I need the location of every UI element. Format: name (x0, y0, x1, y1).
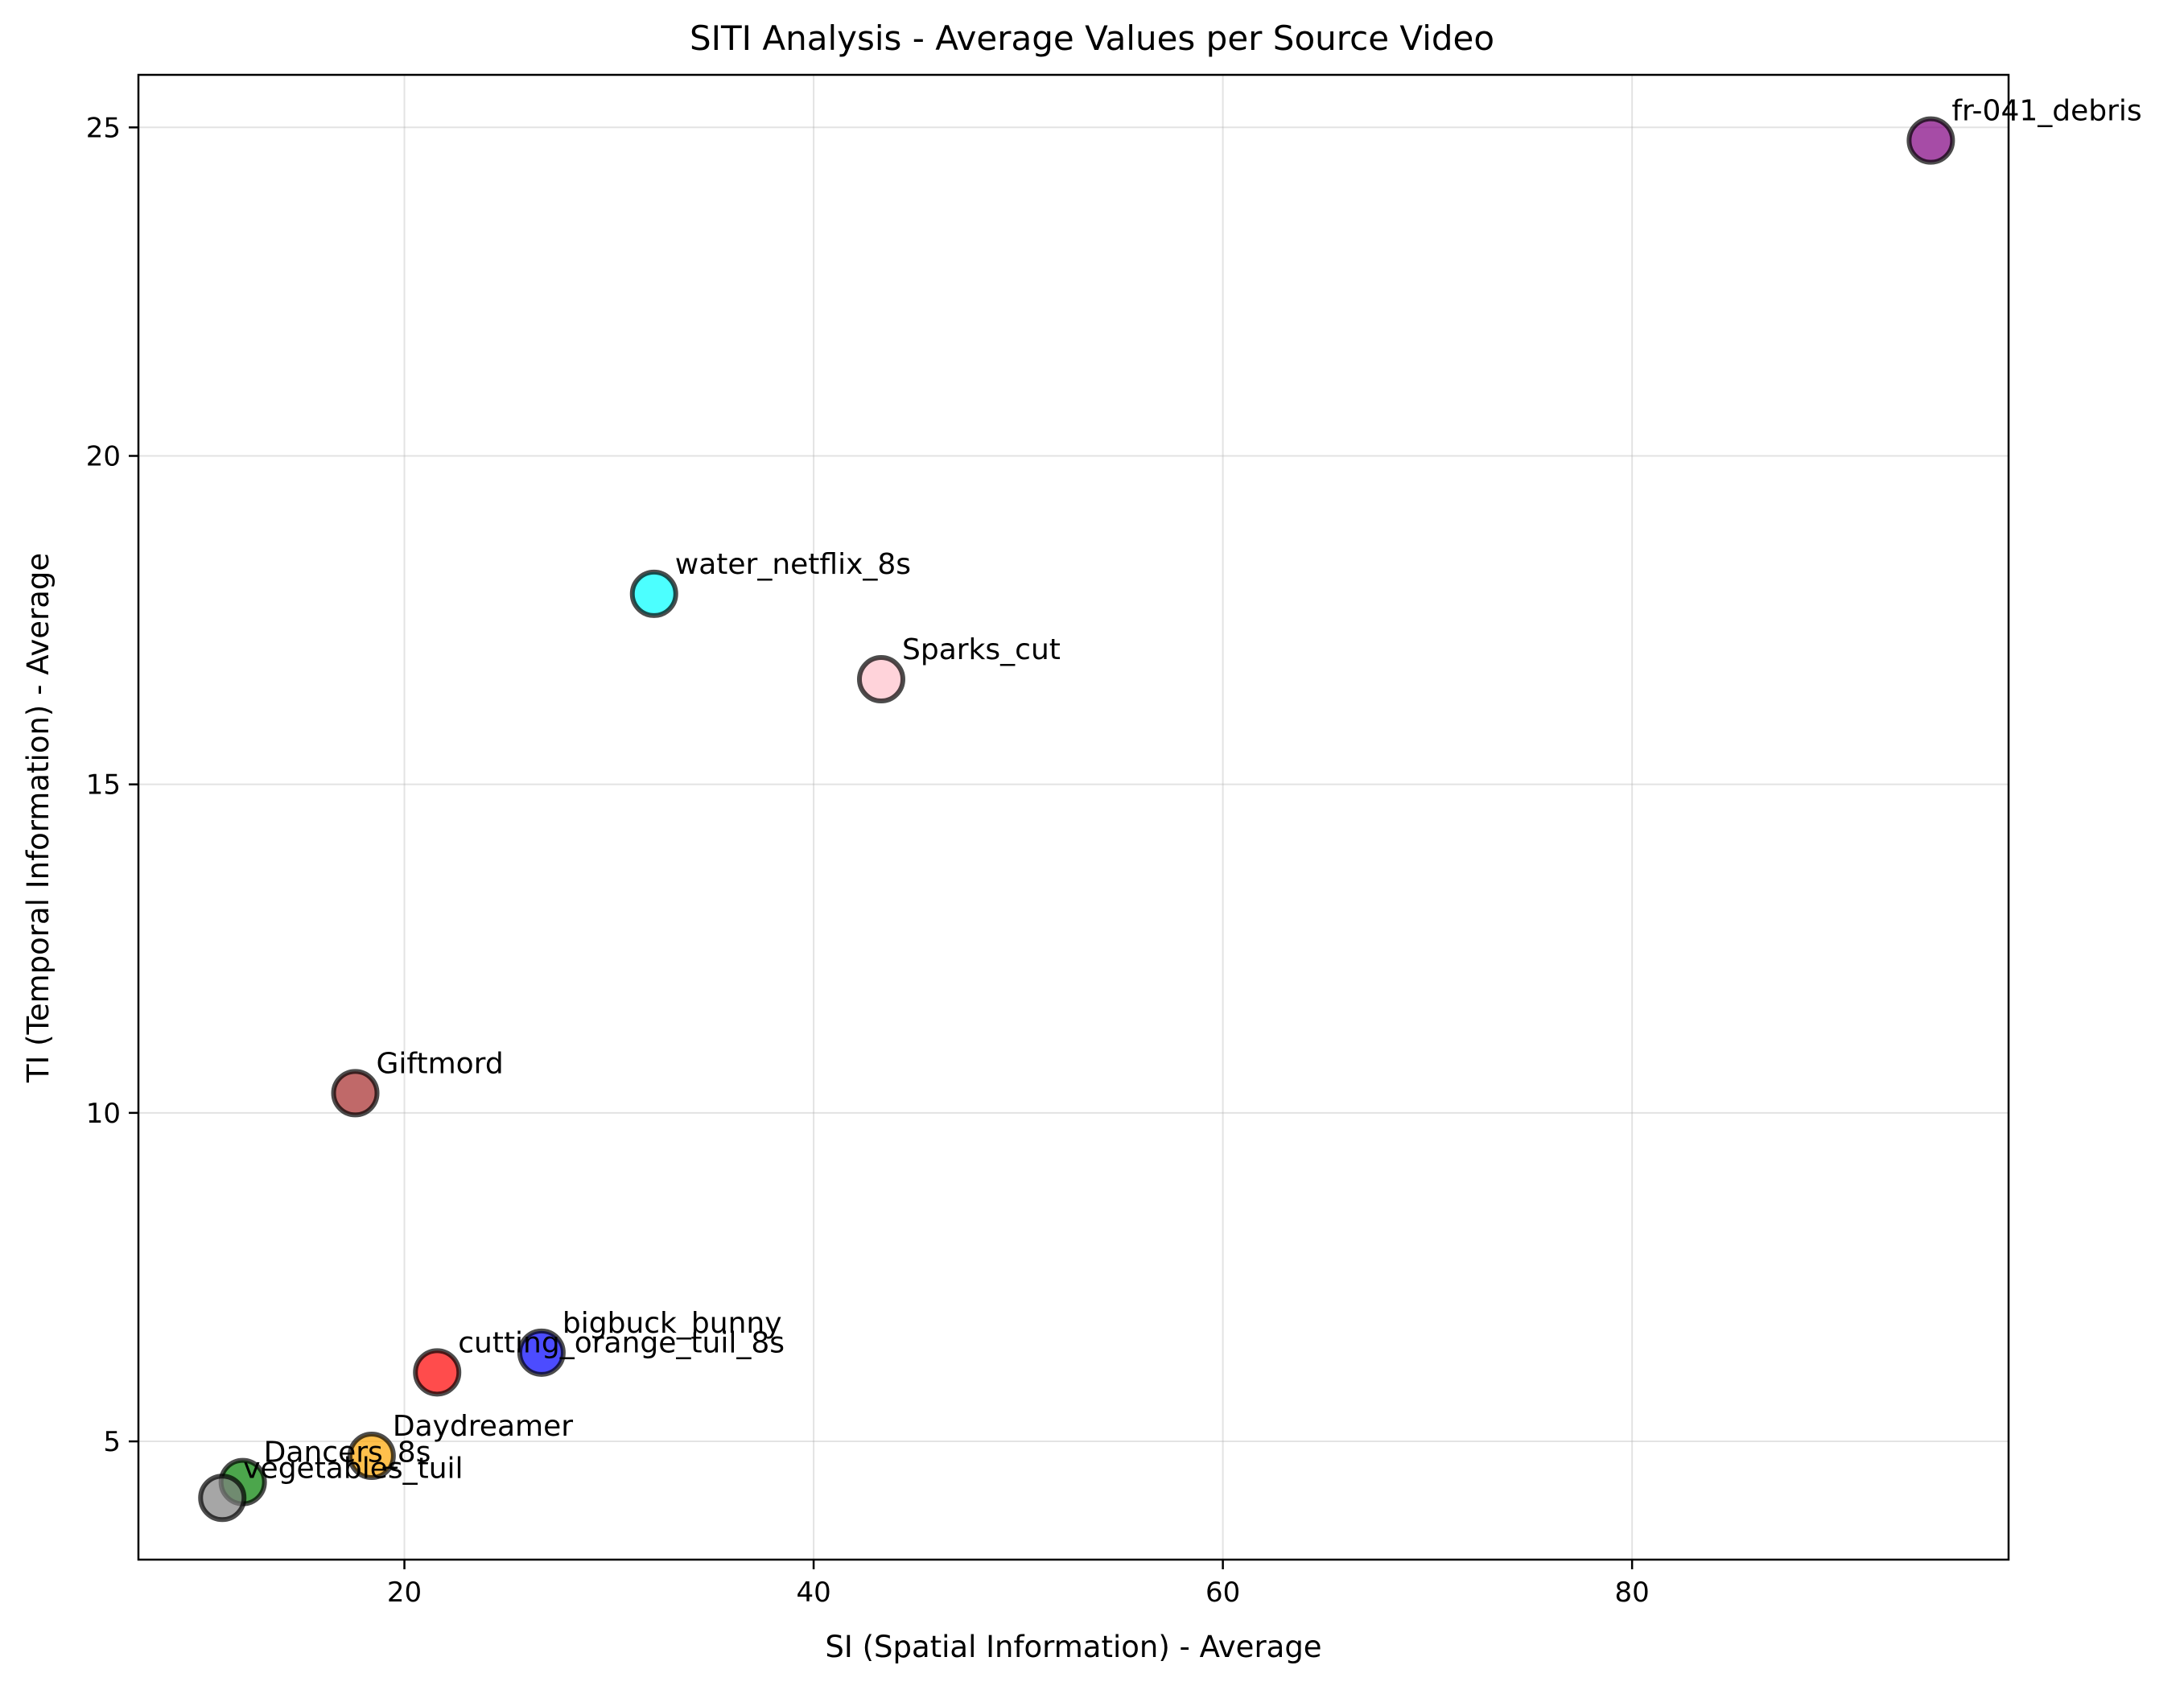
x-tick-label: 80 (1615, 1577, 1650, 1609)
y-axis-label: TI (Temporal Information) - Average (21, 553, 56, 1083)
y-tick-label: 10 (86, 1098, 121, 1130)
data-point-label: Giftmord (377, 1047, 504, 1080)
y-tick-label: 25 (86, 112, 121, 144)
data-points (198, 116, 1955, 1523)
data-point (1906, 116, 1955, 165)
data-point (347, 1432, 396, 1481)
data-point (629, 569, 678, 618)
data-point-label: vegetables_tuil (243, 1452, 463, 1485)
x-tick-label: 40 (796, 1577, 830, 1609)
x-tick-label: 20 (387, 1577, 422, 1609)
y-tick-label: 5 (103, 1426, 121, 1458)
data-point (856, 655, 905, 704)
data-point (517, 1328, 566, 1377)
data-point (413, 1348, 462, 1397)
y-tick-label: 15 (86, 769, 121, 802)
data-point-label: fr-041_debris (1951, 95, 2141, 128)
x-axis-label: SI (Spatial Information) - Average (825, 1630, 1321, 1664)
chart-title: SITI Analysis - Average Values per Sourc… (690, 19, 1494, 58)
data-point-label: bigbuck_bunny (562, 1307, 782, 1340)
data-point-label: Dancers_8s (264, 1436, 431, 1469)
plot-frame (137, 73, 2010, 1561)
data-point-label: water_netflix_8s (675, 548, 911, 581)
data-point (198, 1474, 247, 1523)
data-point-labels: fr-041_debris water_netflix_8s Sparks_cut G… (243, 95, 2141, 1486)
x-tick-label: 60 (1205, 1577, 1240, 1609)
data-point (331, 1069, 380, 1118)
data-point-label: Sparks_cut (902, 633, 1061, 666)
y-tick-label: 20 (86, 440, 121, 472)
grid-lines (138, 75, 2009, 1560)
data-point-label: Daydreamer (393, 1410, 573, 1443)
data-point-label: cutting_orange_tuil_8s (458, 1326, 785, 1359)
axis-ticks: 20 40 60 80 5 10 15 20 25 (86, 112, 1650, 1609)
